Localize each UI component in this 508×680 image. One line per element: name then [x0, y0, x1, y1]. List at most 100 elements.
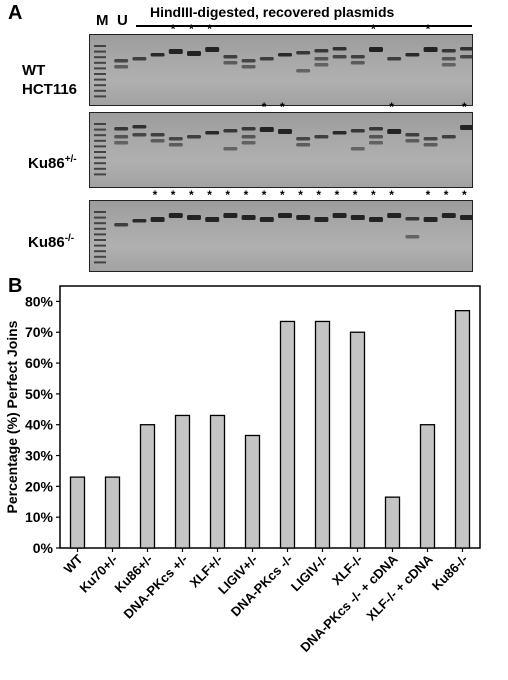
ladder-band: [94, 128, 106, 131]
asterisk-mark: *: [462, 100, 467, 114]
y-tick-label: 80%: [25, 293, 54, 309]
panel-a-letter: A: [8, 2, 23, 24]
asterisk-mark: *: [189, 22, 194, 36]
gel-row-label-ku86-het-genotype: +/-: [64, 154, 77, 165]
gel-band: [405, 53, 420, 57]
gel-band: [241, 59, 256, 63]
gel-band: [296, 69, 311, 73]
bar: [314, 320, 331, 549]
gel-image-wt: [89, 34, 473, 106]
gel-band: [114, 135, 129, 139]
ladder-band: [94, 239, 106, 241]
gel-band: [114, 65, 129, 69]
ladder-band: [94, 233, 106, 236]
gel-band: [441, 49, 456, 53]
asterisk-mark: *: [261, 188, 267, 202]
y-axis-title: Percentage (%) Perfect Joins: [4, 320, 20, 513]
gel-band: [223, 55, 238, 59]
asterisk-mark: *: [170, 22, 176, 36]
gel-band: [259, 57, 274, 61]
asterisk-mark: *: [443, 188, 449, 202]
asterisk-mark: *: [280, 188, 285, 202]
gel-band: [296, 137, 311, 141]
asterisk-mark: *: [298, 188, 303, 202]
asterisk-mark: *: [334, 188, 340, 202]
asterisk-mark: *: [425, 22, 431, 36]
gel-band: [114, 127, 129, 131]
ladder-band: [94, 50, 106, 53]
gel-band: [168, 213, 183, 218]
bar: [209, 414, 226, 549]
ladder-band: [94, 255, 106, 258]
gel-band: [423, 143, 438, 147]
asterisk-mark: *: [152, 188, 158, 202]
gel-band: [369, 141, 383, 145]
gel-row-label-ku86-het: Ku86+/-: [28, 150, 77, 173]
bar: [139, 424, 156, 549]
asterisk-mark: *: [261, 100, 267, 114]
gel-image-ku86-het: [89, 112, 473, 188]
ladder-band: [94, 61, 106, 64]
ladder-band: [94, 89, 106, 92]
bar: [349, 331, 366, 549]
gel-band: [460, 215, 472, 220]
marker-lane-label: M: [96, 12, 109, 29]
bar: [384, 496, 401, 549]
asterisk-mark: *: [243, 188, 249, 202]
gel-band: [187, 51, 201, 56]
gel-band: [150, 217, 165, 222]
y-tick-label: 10%: [25, 509, 54, 525]
y-tick-label: 30%: [25, 448, 54, 464]
gel-band: [278, 129, 292, 134]
gel-band: [132, 133, 147, 137]
gel-band: [332, 47, 347, 51]
gel-band: [114, 141, 129, 145]
gel-band: [332, 55, 347, 59]
ladder-band: [94, 244, 106, 247]
gel-band: [423, 47, 438, 52]
gel-band: [387, 129, 402, 134]
gel-band: [332, 131, 347, 135]
gel-band: [205, 47, 220, 52]
x-tick-label: WT: [61, 551, 86, 576]
gel-band: [387, 57, 402, 61]
ladder-band: [94, 227, 106, 230]
gel-band: [405, 235, 420, 239]
gel-band: [314, 217, 329, 222]
gel-band: [241, 135, 256, 139]
gel-bands: [94, 45, 472, 98]
gel-band: [314, 49, 329, 53]
bar: [69, 476, 86, 549]
ladder-band: [94, 250, 106, 253]
ladder-band: [94, 151, 106, 153]
gel-band: [314, 63, 329, 67]
ladder-band: [94, 84, 106, 87]
gel-band: [350, 129, 365, 133]
gel-title: HindIII-digested, recovered plasmids: [150, 4, 395, 20]
asterisk-mark: *: [316, 188, 322, 202]
gel-row-label-ku86-ko: Ku86-/-: [28, 229, 74, 252]
gel-band: [241, 141, 256, 145]
gel-band: [132, 219, 147, 223]
asterisk-mark: *: [371, 22, 376, 36]
asterisk-mark: *: [207, 188, 212, 202]
gel-band: [223, 147, 238, 151]
ladder-band: [94, 56, 106, 59]
gel-band: [350, 215, 365, 220]
gel-row-label-wt: WT HCT116: [22, 61, 77, 99]
ladder-band: [94, 73, 106, 75]
bar: [454, 310, 471, 549]
gel-band: [241, 65, 256, 69]
gel-band: [350, 147, 365, 151]
y-tick-label: 50%: [25, 386, 54, 402]
gel-band: [369, 127, 383, 131]
x-tick-label: Ku86-/-: [429, 552, 471, 594]
x-tick-label: LIGIV-/-: [288, 552, 331, 595]
bar: [104, 476, 121, 549]
gel-band: [241, 215, 256, 220]
ladder-band: [94, 123, 106, 125]
ladder-band: [94, 45, 106, 47]
gel-band: [350, 55, 365, 59]
gel-band: [441, 57, 456, 61]
gel-band: [114, 59, 129, 63]
